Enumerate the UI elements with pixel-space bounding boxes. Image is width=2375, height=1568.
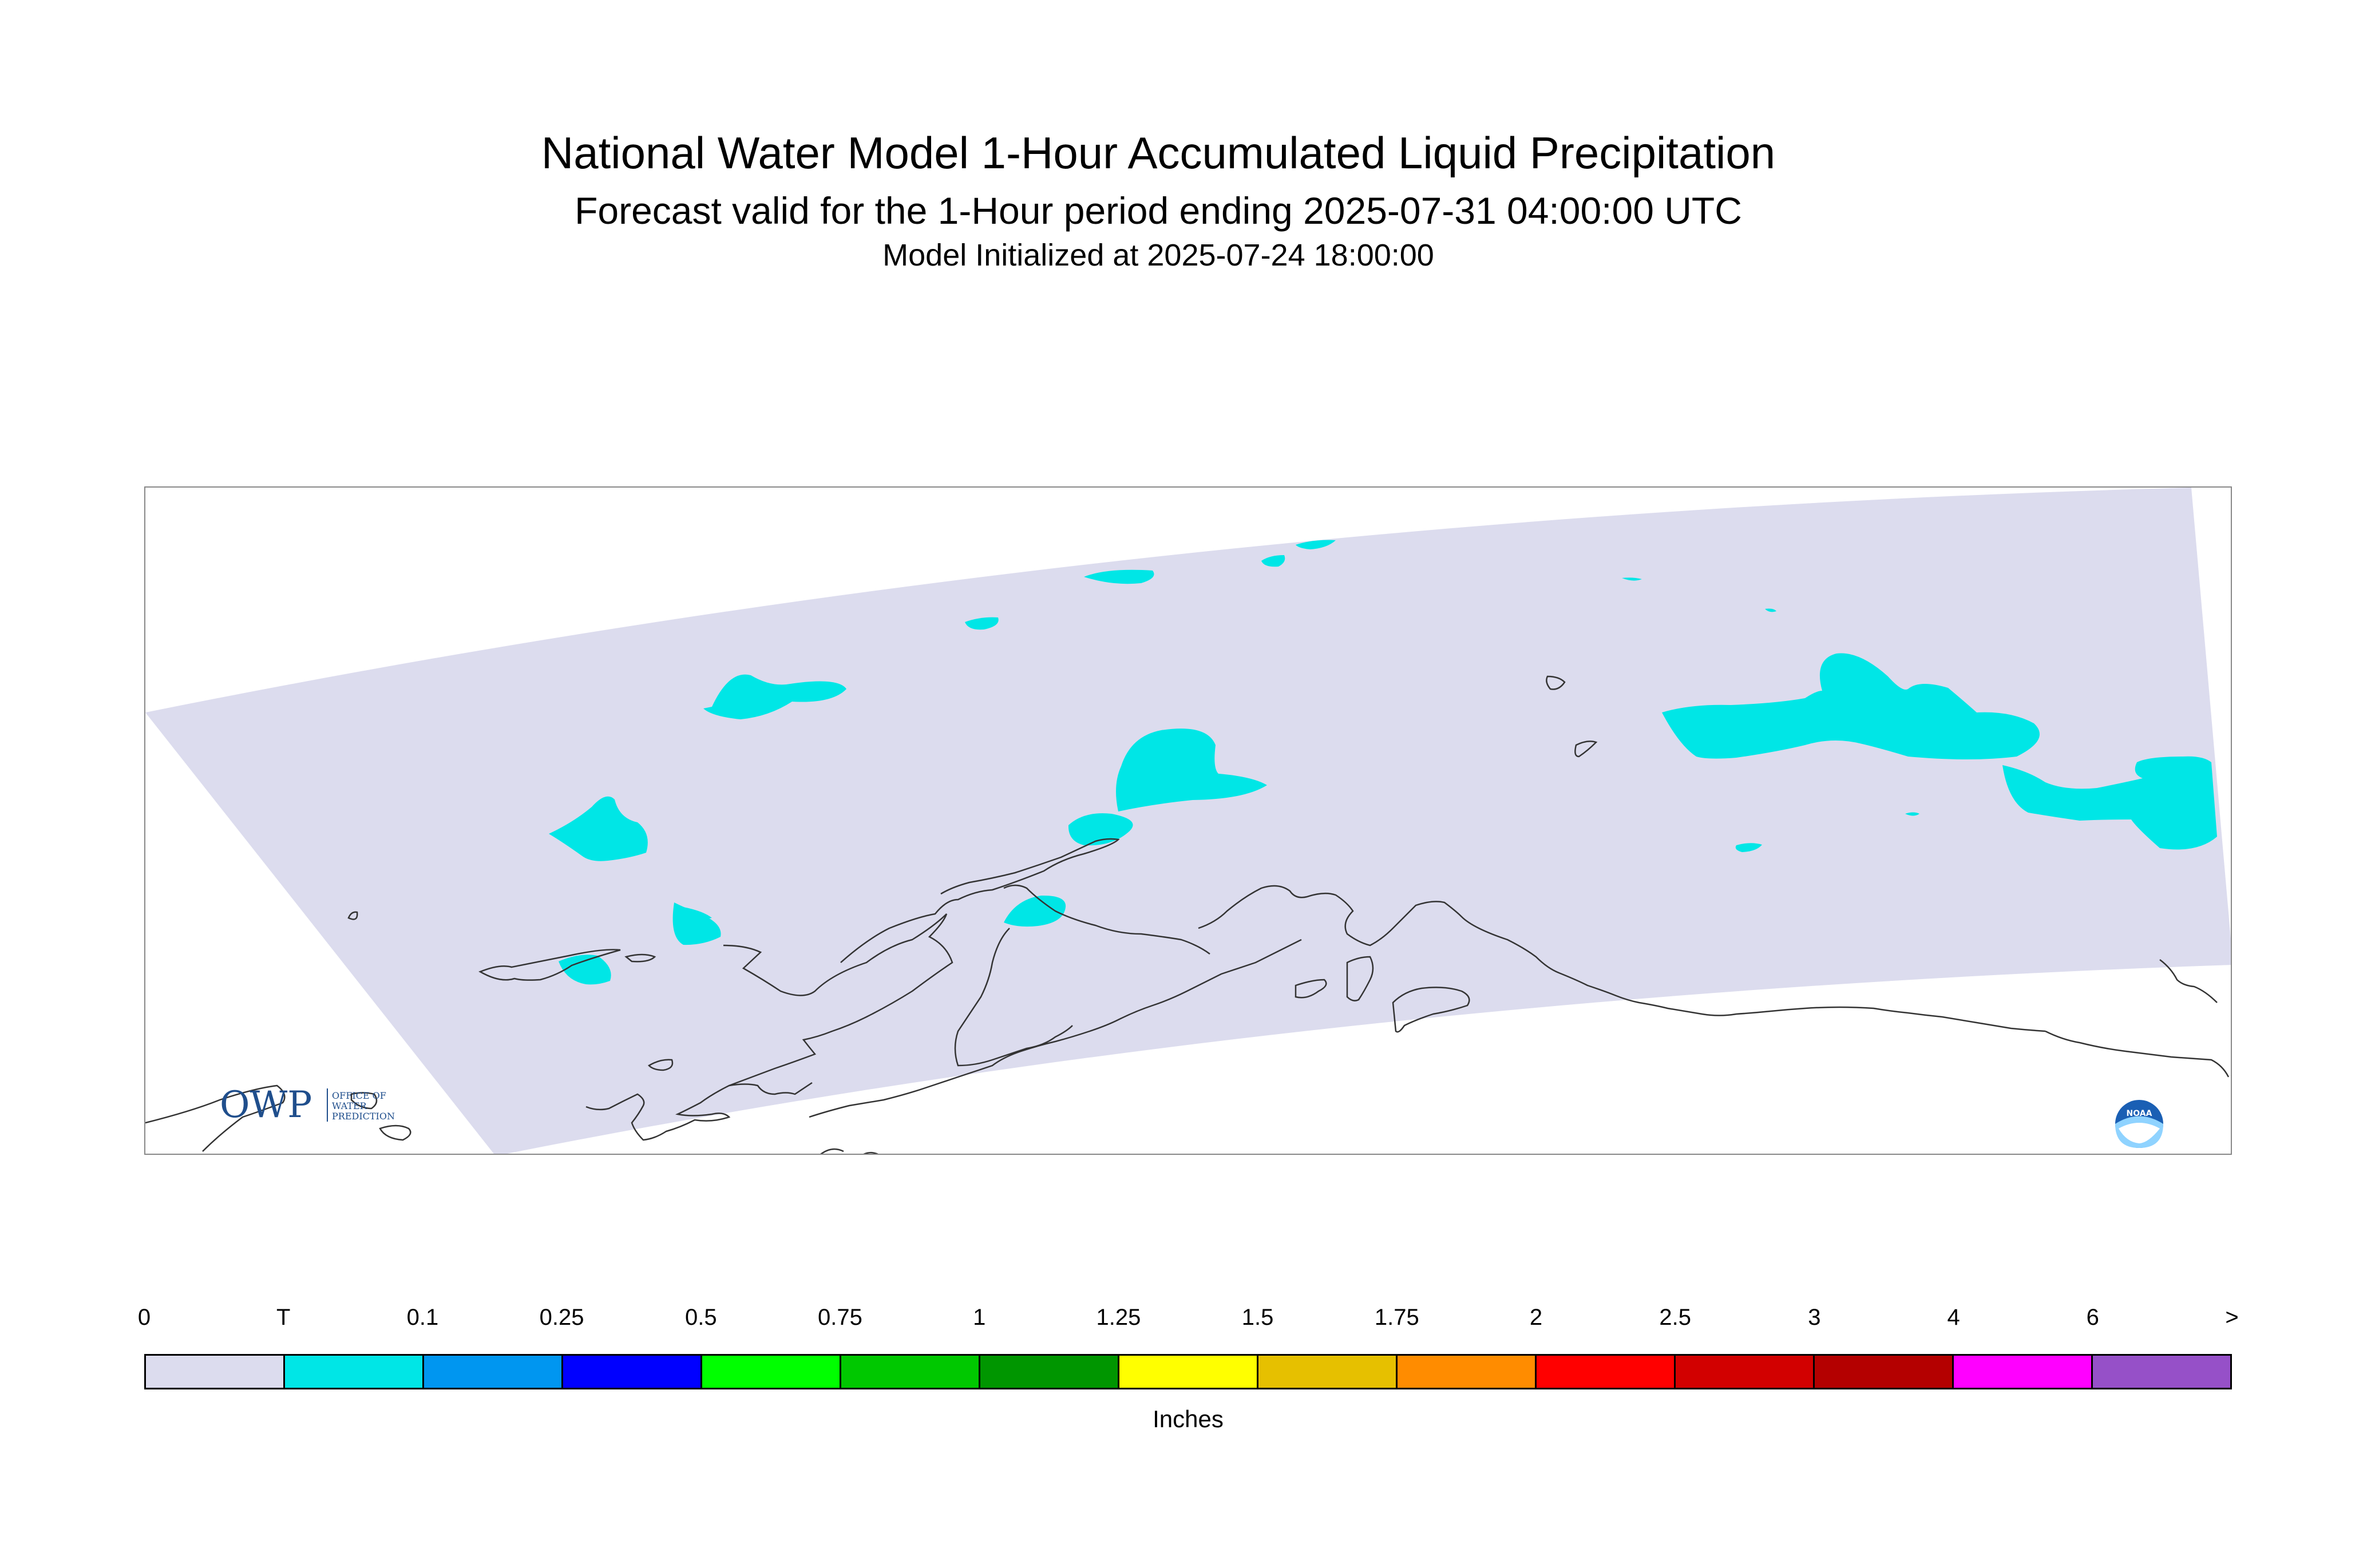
legend-tick-label: 2: [1529, 1305, 1543, 1330]
coastline-kenai: [1346, 956, 1374, 1001]
coastline-aleutian: [863, 1151, 878, 1154]
precip-area: [1622, 577, 1642, 581]
coastline-mainland: [478, 949, 621, 981]
legend-bin: [841, 1356, 980, 1388]
precip-area: [1084, 569, 1154, 584]
legend-bin: [1258, 1356, 1398, 1388]
model-init-line: Model Initialized at 2025-07-24 18:00:00: [882, 238, 1434, 272]
coastline-peninsula: [809, 939, 1302, 1118]
coastlines: [145, 675, 2230, 1154]
legend-tick-label: >: [2225, 1305, 2239, 1330]
map-title: National Water Model 1-Hour Accumulated …: [541, 128, 1776, 178]
owp-logo-text: OWP: [220, 1084, 312, 1126]
coastline-bristol: [1003, 884, 1210, 955]
legend-tick-label: 6: [2086, 1305, 2099, 1330]
owp-logo: OWP OFFICE OF WATER PREDICTION: [220, 1084, 395, 1126]
coastline-chukotka: [350, 1092, 378, 1110]
coastline-prince-william: [1392, 987, 1470, 1033]
coastline-alaska-range: [1198, 885, 2046, 1032]
color-legend: 0 T 0.1 0.25 0.5 0.75 1 1.25 1.5 1.75 2 2.5 3 4 6 > Inc…: [138, 1305, 2239, 1432]
legend-bin: [1537, 1356, 1676, 1388]
legend-bin: [1398, 1356, 1537, 1388]
precip-area: [2002, 756, 2217, 850]
precip-area: [1905, 812, 1919, 816]
legend-tick-label: 0.1: [406, 1305, 439, 1330]
forecast-valid-subtitle: Forecast valid for the 1-Hour period end…: [575, 189, 1742, 232]
legend-tick-label: 4: [1947, 1305, 1960, 1330]
legend-bin: [1815, 1356, 1954, 1388]
precip-area: [1004, 895, 1066, 927]
legend-tick-label: 1.5: [1241, 1305, 1274, 1330]
legend-bin: [146, 1356, 285, 1388]
precip-area: [559, 955, 611, 985]
legend-bin: [563, 1356, 702, 1388]
legend-bin: [424, 1356, 563, 1388]
legend-tick-label: T: [276, 1305, 291, 1330]
owp-logo-subtext-1: OFFICE OF: [332, 1090, 386, 1101]
legend-tick-label: 3: [1808, 1305, 1821, 1330]
noaa-logo-text: NOAA: [2127, 1109, 2152, 1118]
coastline-inlet: [1546, 675, 1566, 690]
coastline-north: [840, 838, 1120, 963]
legend-tick-label: 0.75: [818, 1305, 862, 1330]
precip-area: [1765, 608, 1776, 612]
legend-bin: [702, 1356, 841, 1388]
precip-area: [674, 906, 712, 919]
precip-area: [1296, 540, 1336, 549]
legend-tick-label: 0: [137, 1305, 151, 1330]
legend-bin: [1119, 1356, 1258, 1388]
legend-tick-label: 1.25: [1096, 1305, 1141, 1330]
coastline-mainland: [347, 911, 358, 920]
precip-area: [1261, 555, 1285, 567]
coastline-peninsula: [954, 928, 1073, 1067]
coastline-bering: [145, 1084, 286, 1152]
precip-area: [1735, 843, 1762, 852]
coastline-aleutian: [820, 1148, 844, 1154]
legend-bin: [2093, 1356, 2230, 1388]
coastline-yukon: [2159, 959, 2218, 1003]
legend-tick-label: 0.5: [684, 1305, 717, 1330]
precipitation-map: OWP OFFICE OF WATER PREDICTION NOAA: [144, 486, 2232, 1155]
precip-area: [1068, 813, 1133, 846]
legend-bin: [1954, 1356, 2093, 1388]
coastline-chukotka: [379, 1124, 411, 1141]
precip-area: [703, 674, 846, 719]
legend-bin: [980, 1356, 1119, 1388]
model-domain: [145, 488, 2231, 1154]
legend-units-label: Inches: [1153, 1405, 1224, 1432]
precip-area: [1662, 653, 2040, 759]
coastline-mainland: [729, 1082, 813, 1095]
precip-area: [549, 796, 648, 861]
coastline-mainland: [647, 1059, 674, 1071]
precip-area: [965, 617, 999, 630]
precip-areas: [549, 540, 2217, 985]
coastline-inlet: [1574, 741, 1598, 758]
legend-tick-label: 1: [973, 1305, 986, 1330]
owp-logo-subtext-2: WATER: [332, 1100, 367, 1111]
owp-logo-subtext-3: PREDICTION: [332, 1111, 395, 1122]
legend-tick-label: 1.75: [1374, 1305, 1419, 1330]
coastline-mainland: [624, 953, 656, 963]
coastline-southeast: [2045, 1030, 2230, 1078]
legend-bin: [1676, 1356, 1815, 1388]
noaa-logo: NOAA: [2115, 1100, 2163, 1148]
legend-color-bar: [144, 1354, 2232, 1389]
map-canvas: OWP OFFICE OF WATER PREDICTION NOAA: [145, 488, 2231, 1154]
legend-tick-label: 0.25: [539, 1305, 584, 1330]
legend-bin: [285, 1356, 424, 1388]
precip-area: [1116, 728, 1267, 811]
coastline-mainland: [585, 913, 953, 1141]
coastline-kodiak: [1295, 979, 1327, 999]
legend-tick-label: 2.5: [1659, 1305, 1691, 1330]
